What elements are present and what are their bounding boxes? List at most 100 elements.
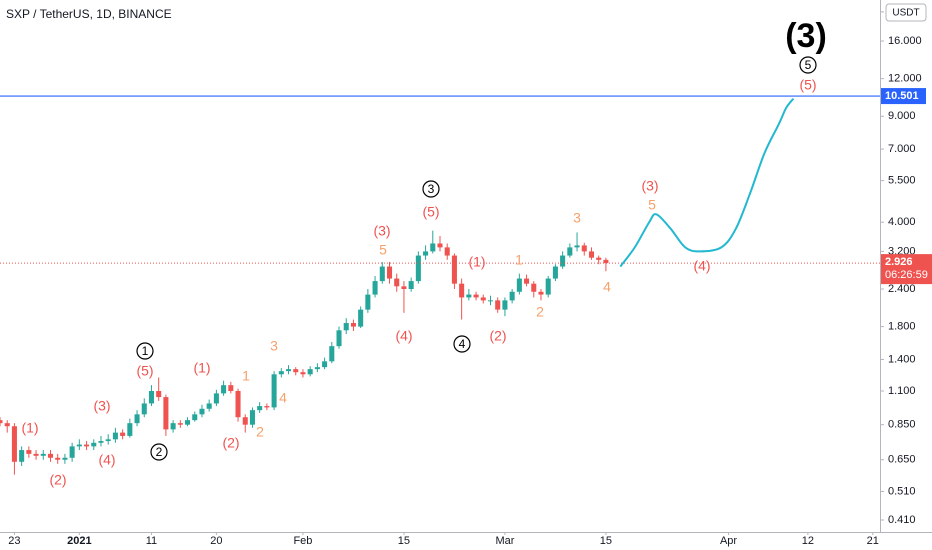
x-tick-label: 11 (146, 535, 157, 547)
y-tick-label: 9.000 (888, 110, 916, 122)
candle-body (134, 414, 140, 424)
candle-body (459, 283, 465, 298)
x-tick-label: 15 (398, 535, 410, 547)
currency-box (885, 3, 927, 22)
candle-body (538, 291, 544, 295)
candle-body (423, 251, 429, 256)
wave-label: (2) (49, 472, 66, 488)
candle-body (574, 245, 580, 248)
y-tick-label: 0.510 (888, 485, 916, 497)
candle-body (415, 255, 421, 282)
wave-label: (5) (422, 204, 439, 220)
candle-body (156, 390, 162, 398)
wave-label: (5) (799, 77, 816, 93)
wave-circle (422, 180, 440, 198)
wave-label: (1) (193, 360, 210, 376)
candle-body (98, 441, 104, 443)
candle-body (127, 423, 133, 436)
candle-body (213, 393, 219, 404)
candle-body (408, 281, 414, 290)
x-tick-label: 20 (210, 535, 222, 547)
wave-label: 3 (573, 210, 581, 226)
candle-body (372, 281, 378, 295)
countdown-label: 06:26:59 (885, 269, 928, 281)
candle-body (271, 374, 277, 408)
candle-body (235, 390, 241, 418)
currency-label: USDT (892, 8, 919, 19)
candle-body (257, 406, 263, 411)
wave-label: (5) (136, 363, 153, 379)
y-tick-label: 16.000 (888, 35, 922, 47)
candle-body (524, 278, 530, 284)
wave-label: 5 (379, 242, 387, 258)
candle-body (401, 286, 407, 290)
candle-body (105, 439, 111, 442)
wave-label: 4 (603, 279, 611, 295)
y-tick-label: 1.400 (888, 353, 916, 365)
candle-body (430, 243, 436, 252)
candle-body (206, 403, 212, 409)
wave-label: (2) (222, 435, 239, 451)
candle-body (40, 453, 46, 456)
x-tick-label: 2021 (67, 535, 91, 547)
candle-body (394, 278, 400, 287)
candles (0, 230, 609, 475)
candle-body (286, 369, 292, 372)
wave-circle (150, 443, 168, 461)
x-tick-label: 23 (8, 535, 20, 547)
candle-body (69, 446, 75, 458)
wave-label: 5 (648, 197, 656, 213)
candle-body (293, 369, 299, 373)
wave-label: 4 (279, 390, 287, 406)
y-tick-label: 5.500 (888, 175, 916, 187)
wave-label: 5 (805, 58, 812, 72)
candle-body (264, 406, 270, 408)
candle-body (560, 255, 566, 267)
wave-label: 1 (515, 252, 523, 268)
wave-label: 1 (242, 368, 250, 384)
candle-body (242, 417, 248, 425)
candle-body (322, 361, 328, 368)
candle-body (249, 410, 255, 425)
candle-body (343, 323, 349, 331)
candle-body (581, 245, 587, 252)
candle-body (221, 385, 227, 394)
hline-price-box (881, 88, 926, 105)
projection-line (619, 97, 795, 268)
candle-body (112, 432, 118, 440)
candle-body (480, 297, 486, 301)
y-tick-label: 1.100 (888, 385, 916, 397)
wave-label: (4) (693, 258, 710, 274)
candle-body (329, 346, 335, 362)
candle-body (84, 444, 90, 447)
candle-body (531, 283, 537, 292)
candle-body (487, 300, 494, 302)
candle-body (596, 257, 602, 260)
wave-label: (4) (98, 452, 115, 468)
candle-body (502, 300, 508, 310)
candle-body (314, 367, 320, 370)
wave-label: 4 (459, 337, 466, 351)
candle-body (170, 423, 176, 430)
wave-label: (1) (468, 254, 485, 270)
candle-body (437, 243, 443, 248)
candle-body (552, 266, 558, 279)
candle-body (350, 323, 356, 327)
candle-body (509, 291, 515, 301)
y-tick-label: 2.400 (888, 283, 916, 295)
wave-label: (1) (21, 420, 38, 436)
candle-body (603, 259, 609, 264)
candle-body (444, 247, 450, 256)
candle-body (516, 278, 522, 292)
wave-label: (4) (395, 328, 412, 344)
candle-body (192, 414, 198, 421)
wave-label: 2 (156, 445, 163, 459)
y-tick-label: 0.850 (888, 419, 916, 431)
candle-body (466, 294, 472, 298)
y-tick-label: 0.410 (888, 514, 916, 526)
hline-price-label: 10.501 (885, 90, 919, 102)
candle-body (278, 371, 284, 375)
y-tick-label: 0.650 (888, 454, 916, 466)
